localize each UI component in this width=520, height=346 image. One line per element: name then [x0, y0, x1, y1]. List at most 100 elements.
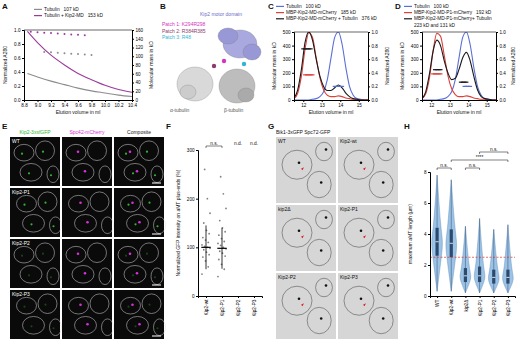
tick: 0	[424, 294, 430, 299]
point	[207, 242, 209, 244]
label: Kip2-P3	[340, 274, 358, 280]
legend-annotation: 107 kD	[64, 7, 80, 12]
point	[43, 32, 45, 34]
median	[506, 277, 509, 278]
tick-mark	[196, 296, 198, 297]
axis-title: Molecular mass in kD	[399, 42, 405, 90]
cell-outline	[20, 265, 42, 283]
cell-outline	[47, 166, 59, 183]
cell-outline	[142, 294, 161, 314]
tick-label: 0.2	[14, 84, 21, 89]
tick-label: Kip2-P3	[506, 299, 511, 316]
tick: 60	[132, 72, 141, 77]
tick: 0.6	[496, 57, 506, 62]
point	[309, 48, 313, 49]
tick-label: 20	[136, 89, 142, 94]
tick-label: 500	[411, 30, 419, 35]
point	[64, 52, 66, 54]
box	[435, 228, 438, 256]
spot	[79, 201, 82, 204]
annotation: n.s.	[210, 141, 218, 146]
image	[338, 205, 398, 271]
spot	[148, 202, 150, 204]
axis-title: Molecular mass in kD	[148, 41, 154, 89]
line	[27, 73, 132, 96]
panel-letter: A	[2, 2, 8, 11]
axis: 0100200300	[187, 148, 199, 299]
line	[27, 31, 132, 92]
tick: Kip2-P1	[220, 296, 225, 317]
structure-shape	[218, 28, 238, 44]
point	[64, 33, 66, 35]
plot-area	[294, 32, 368, 100]
tick-mark	[368, 46, 370, 47]
point	[206, 198, 208, 200]
spot	[146, 151, 148, 153]
tick-label: 60	[136, 72, 142, 77]
tick-label: 80	[136, 63, 142, 68]
axis-line	[420, 33, 423, 101]
cell-outline	[344, 286, 374, 315]
scale-bar	[152, 234, 161, 235]
structure: Kip2 motor domainPatch 1: K294R298Patch …	[162, 11, 261, 113]
axis-line	[25, 101, 133, 103]
tick-mark	[22, 72, 24, 73]
cell-outline	[36, 141, 55, 161]
tick-mark	[303, 100, 304, 102]
axis-title: maximum aMT length (µm)	[407, 204, 413, 264]
tick-label: 40	[136, 80, 142, 85]
spot	[382, 181, 385, 184]
tick-mark	[292, 86, 294, 87]
tick-label: 400	[283, 44, 291, 49]
spot	[129, 150, 132, 153]
point	[91, 54, 93, 56]
label: β-tubulin	[224, 107, 243, 113]
image	[62, 239, 112, 288]
tick: 15	[357, 100, 363, 108]
tick-label: 100	[283, 84, 291, 89]
legend-swatch	[404, 6, 412, 7]
cell-outline	[140, 243, 159, 263]
spot	[127, 204, 129, 206]
tick-label: 9.8	[89, 103, 96, 108]
point	[464, 82, 468, 83]
spot	[52, 225, 54, 227]
spot	[156, 225, 158, 227]
tick-label: 15	[357, 103, 363, 108]
tick-label: 0	[416, 98, 419, 103]
axis-line	[196, 151, 199, 297]
spot	[86, 221, 89, 224]
cell-outline	[344, 218, 374, 247]
spot	[131, 303, 134, 306]
tick-label: 1.0	[14, 28, 21, 33]
legend-entry: MBP-Kip2-MD-mCherry	[286, 10, 337, 15]
box	[450, 229, 453, 257]
plot-area	[27, 31, 132, 97]
tick-mark	[51, 100, 52, 102]
error-bar	[222, 228, 223, 269]
line	[422, 33, 496, 100]
spot	[131, 201, 134, 204]
tick-label: 13	[320, 103, 326, 108]
tick: Kip2-P3	[506, 296, 511, 317]
tick: 0.8	[496, 44, 506, 49]
line	[422, 32, 496, 100]
legend-entry: Tubulin	[44, 7, 60, 12]
tick-mark	[368, 32, 370, 33]
tick: 0.6	[368, 57, 378, 62]
tick: 0.4	[496, 71, 506, 76]
tick-mark	[340, 100, 341, 102]
legend-entry: MBP-Kip2-MD-P1-mCherry+ Tubulin	[414, 16, 492, 21]
label: Kip2-P2	[12, 240, 30, 246]
tick-mark	[368, 100, 370, 101]
point	[77, 34, 79, 36]
tick-label: 300	[187, 148, 195, 153]
tick-label: Kip2-P2	[492, 299, 497, 316]
spot	[86, 323, 89, 326]
point	[468, 86, 472, 87]
tick-label: 200	[411, 71, 419, 76]
axis: Kip2-wtKip2-P1Kip2-P2Kip2-P3	[199, 296, 263, 317]
spot	[30, 223, 32, 225]
line	[294, 33, 368, 100]
violin	[474, 219, 485, 293]
